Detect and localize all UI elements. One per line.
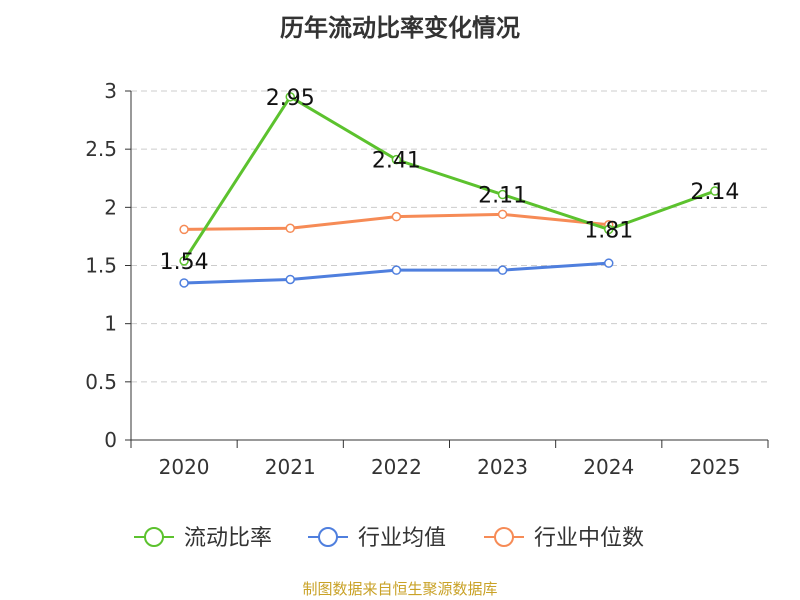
data-point xyxy=(285,92,295,102)
chart-title: 历年流动比率变化情况 xyxy=(280,14,520,42)
y-tick-label: 0 xyxy=(104,428,117,452)
series-line-0 xyxy=(182,95,716,262)
series-lines xyxy=(179,92,720,288)
gridlines xyxy=(131,90,768,383)
x-tick-label: 2025 xyxy=(689,455,740,479)
x-tick-label: 2021 xyxy=(265,455,316,479)
data-point xyxy=(285,223,295,234)
data-point xyxy=(391,265,402,275)
y-tick-label: 3 xyxy=(104,79,117,103)
y-tick-label: 0.5 xyxy=(85,370,117,394)
y-tick-label: 2.5 xyxy=(85,137,117,161)
legend-label: 行业均值 xyxy=(358,526,446,551)
x-tick-label: 2023 xyxy=(477,455,528,479)
source-note: 制图数据来自恒生聚源数据库 xyxy=(302,580,498,598)
legend-label: 行业中位数 xyxy=(534,526,644,551)
legend-marker xyxy=(494,527,514,547)
legend-marker xyxy=(318,527,338,547)
y-tick-label: 1.5 xyxy=(85,254,117,278)
data-labels: 1.54 2.95 2.41 2.11 1.81 2.14 xyxy=(160,86,740,275)
data-label: 2.95 xyxy=(266,86,315,111)
data-label: 1.54 xyxy=(160,250,209,275)
data-point xyxy=(179,224,189,235)
legend: 流动比率 行业均值 行业中位数 xyxy=(134,526,644,551)
data-label: 1.81 xyxy=(584,218,633,243)
axes: 0 0.5 1 1.5 2 2.5 3 2020 2021 2022 2023 2024 2025 xyxy=(85,79,769,479)
y-tick-label: 1 xyxy=(104,312,117,336)
data-point xyxy=(285,274,295,285)
data-label: 2.14 xyxy=(690,180,739,205)
data-point xyxy=(604,224,614,235)
y-tick-label: 2 xyxy=(104,195,117,219)
x-tick-label: 2020 xyxy=(159,455,210,479)
data-point xyxy=(179,256,189,266)
data-point xyxy=(497,209,508,220)
x-tick-label: 2024 xyxy=(583,455,634,479)
data-label: 2.41 xyxy=(372,149,421,174)
data-point xyxy=(391,154,402,165)
data-point xyxy=(497,265,508,275)
data-point xyxy=(497,189,508,200)
x-tick-label: 2022 xyxy=(371,455,422,479)
data-point xyxy=(604,258,614,268)
legend-marker xyxy=(144,527,164,547)
data-point xyxy=(179,278,189,288)
legend-label: 流动比率 xyxy=(184,526,272,551)
data-label: 2.11 xyxy=(478,184,527,209)
data-point xyxy=(710,186,720,196)
data-point xyxy=(391,211,402,222)
